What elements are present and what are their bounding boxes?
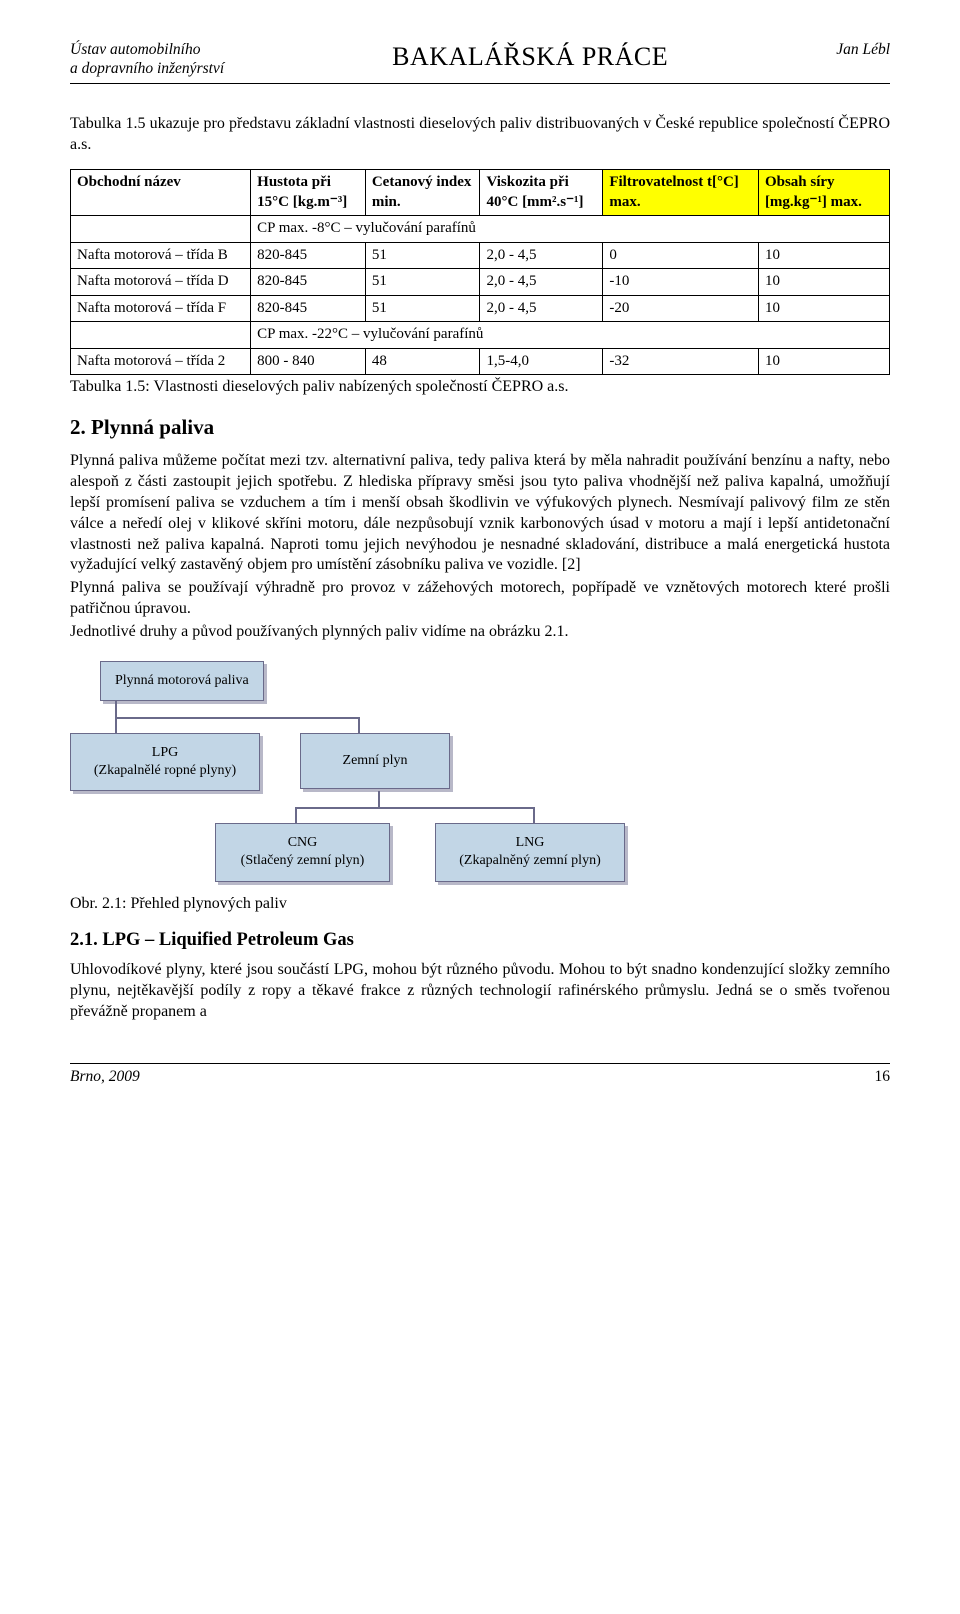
cp-note-2: CP max. -22°C – vylučování parafínů — [251, 322, 890, 349]
cell-name: Nafta motorová – třída 2 — [71, 348, 251, 375]
section-2-title: 2. Plynná paliva — [70, 414, 890, 441]
cell-cetane: 51 — [365, 269, 480, 296]
page-number: 16 — [875, 1067, 891, 1087]
table-note-row: CP max. -8°C – vylučování parafínů — [71, 216, 890, 243]
gas-fuels-orgchart: Plynná motorová paliva LPG (Zkapalnělé r… — [70, 661, 890, 882]
page-header: Ústav automobilního a dopravního inženýr… — [70, 40, 890, 84]
col-density: Hustota při 15°C [kg.m⁻³] — [257, 174, 347, 210]
figure-caption: Obr. 2.1: Přehled plynových paliv — [70, 894, 890, 915]
subsection-2-1-p1: Uhlovodíkové plyny, které jsou součástí … — [70, 960, 890, 1022]
table-header-row: Obchodní název Hustota při 15°C [kg.m⁻³]… — [71, 170, 890, 216]
node-root: Plynná motorová paliva — [100, 661, 264, 701]
cell-filt: -10 — [603, 269, 759, 296]
node-lpg-line1: LPG — [152, 745, 178, 760]
cell-filt: -20 — [603, 295, 759, 322]
node-cng-line1: CNG — [288, 835, 318, 850]
table-row: Nafta motorová – třída D 820-845 51 2,0 … — [71, 269, 890, 296]
cp-note-1: CP max. -8°C – vylučování parafínů — [251, 216, 890, 243]
col-name: Obchodní název — [77, 174, 181, 190]
cell-density: 800 - 840 — [251, 348, 366, 375]
col-cetane: Cetanový index min. — [372, 174, 472, 210]
cell-cetane: 51 — [365, 242, 480, 269]
table-note-row: CP max. -22°C – vylučování parafínů — [71, 322, 890, 349]
cell-cetane: 51 — [365, 295, 480, 322]
institute-line1: Ústav automobilního — [70, 41, 200, 58]
section-2-p2: Plynná paliva se používají výhradně pro … — [70, 578, 890, 620]
cell-visc: 2,0 - 4,5 — [480, 269, 603, 296]
author-name: Jan Lébl — [836, 40, 890, 60]
cell-visc: 2,0 - 4,5 — [480, 242, 603, 269]
node-lng: LNG (Zkapalněný zemní plyn) — [435, 823, 625, 881]
node-cng-line2: (Stlačený zemní plyn) — [241, 853, 365, 868]
cell-density: 820-845 — [251, 295, 366, 322]
node-natural-gas: Zemní plyn — [300, 733, 450, 789]
table-row: Nafta motorová – třída B 820-845 51 2,0 … — [71, 242, 890, 269]
node-lpg-line2: (Zkapalnělé ropné plyny) — [94, 763, 236, 778]
cell-visc: 2,0 - 4,5 — [480, 295, 603, 322]
institute-line2: a dopravního inženýrství — [70, 60, 224, 77]
doc-type: BAKALÁŘSKÁ PRÁCE — [224, 40, 836, 74]
node-lng-line2: (Zkapalněný zemní plyn) — [459, 853, 601, 868]
cell-name: Nafta motorová – třída D — [71, 269, 251, 296]
table-row: Nafta motorová – třída F 820-845 51 2,0 … — [71, 295, 890, 322]
cell-name: Nafta motorová – třída F — [71, 295, 251, 322]
col-sulfur: Obsah síry [mg.kg⁻¹] max. — [765, 174, 862, 210]
node-cng: CNG (Stlačený zemní plyn) — [215, 823, 390, 881]
institute-name: Ústav automobilního a dopravního inženýr… — [70, 40, 224, 79]
section-2-p1: Plynná paliva můžeme počítat mezi tzv. a… — [70, 451, 890, 576]
footer-left: Brno, 2009 — [70, 1067, 140, 1087]
node-lpg: LPG (Zkapalnělé ropné plyny) — [70, 733, 260, 791]
cell-visc: 1,5-4,0 — [480, 348, 603, 375]
col-viscosity: Viskozita při 40°C [mm².s⁻¹] — [486, 174, 583, 210]
node-lng-line1: LNG — [516, 835, 545, 850]
page-footer: Brno, 2009 16 — [70, 1063, 890, 1087]
table-row: Nafta motorová – třída 2 800 - 840 48 1,… — [71, 348, 890, 375]
cell-sulfur: 10 — [758, 348, 889, 375]
cell-density: 820-845 — [251, 269, 366, 296]
cell-name: Nafta motorová – třída B — [71, 242, 251, 269]
subsection-2-1-title: 2.1. LPG – Liquified Petroleum Gas — [70, 928, 890, 952]
cell-filt: -32 — [603, 348, 759, 375]
fuel-properties-table: Obchodní název Hustota při 15°C [kg.m⁻³]… — [70, 169, 890, 375]
cell-cetane: 48 — [365, 348, 480, 375]
cell-sulfur: 10 — [758, 295, 889, 322]
cell-sulfur: 10 — [758, 269, 889, 296]
section-2-p3: Jednotlivé druhy a původ používaných ply… — [70, 622, 890, 643]
col-filter: Filtrovatelnost t[°C] max. — [609, 174, 738, 210]
table-caption: Tabulka 1.5: Vlastnosti dieselových pali… — [70, 377, 890, 398]
intro-paragraph: Tabulka 1.5 ukazuje pro představu základ… — [70, 114, 890, 156]
cell-filt: 0 — [603, 242, 759, 269]
cell-density: 820-845 — [251, 242, 366, 269]
cell-sulfur: 10 — [758, 242, 889, 269]
